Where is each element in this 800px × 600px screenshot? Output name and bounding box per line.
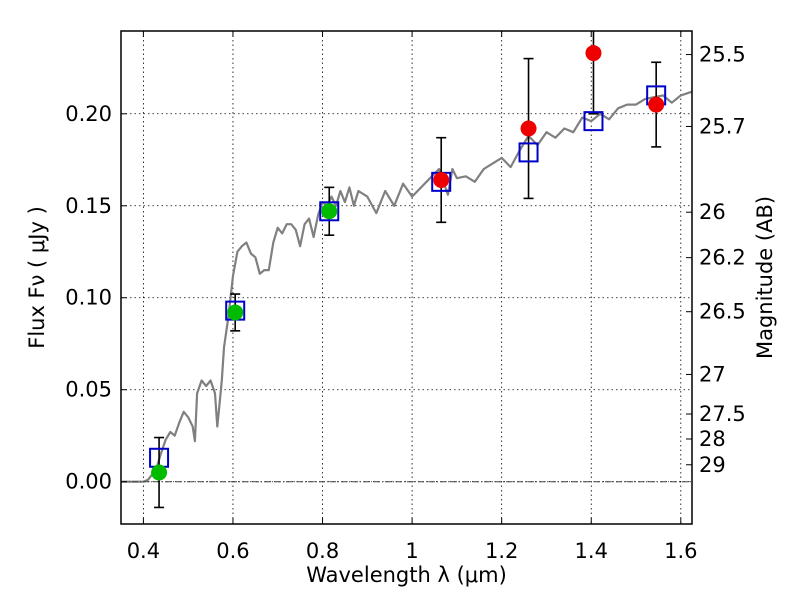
y-tick-label: 0.00 [65,470,112,494]
x-tick-label: 1.4 [575,539,608,563]
model-square-marker [319,201,340,222]
x-tick-label: 1 [405,539,418,563]
spectrum-line [121,90,693,483]
y-tick-label: 0.15 [65,194,112,218]
data-point [151,464,168,481]
model-square-marker [583,111,604,132]
y2-tick-label: 25.5 [699,43,746,67]
error-bars-group [154,31,662,509]
y2-axis-label: Magnitude (AB) [753,196,777,359]
y2-tick-label: 25.7 [699,114,746,138]
data-point [433,172,450,189]
x-axis-label: Wavelength λ (μm) [306,563,507,587]
x-tick-label: 0.4 [127,539,160,563]
y-tick-label: 0.20 [65,102,112,126]
data-point [585,45,602,62]
ticks-group [121,31,692,524]
y-axis-label: Flux Fν ( μJy ) [25,206,49,349]
y2-tick-label: 28 [699,427,726,451]
data-point [648,96,665,113]
plot-frame [120,30,693,525]
y2-tick-label: 26 [699,200,726,224]
x-tick-label: 1.6 [664,539,697,563]
grid-lines [121,31,692,524]
markers-group [149,45,667,481]
model-square-marker [518,142,539,163]
y-tick-label: 0.10 [65,286,112,310]
data-point [520,120,537,137]
x-tick-label: 0.6 [216,539,249,563]
spectrum-line-group [121,90,693,483]
data-point [321,203,338,220]
y2-tick-label: 27 [699,362,726,386]
y2-tick-label: 27.5 [699,402,746,426]
y-tick-label: 0.05 [65,378,112,402]
x-tick-label: 0.8 [306,539,339,563]
y2-tick-label: 29 [699,453,726,477]
y2-tick-label: 26.2 [699,246,746,270]
x-tick-label: 1.2 [485,539,518,563]
tick-labels-group: 0.4 0.6 0.8 1 1.2 1.4 1.6 0.00 0.05 0.10 0.15 0.20 2… [65,43,746,563]
y2-tick-label: 26.5 [699,300,746,324]
data-point [227,304,244,321]
